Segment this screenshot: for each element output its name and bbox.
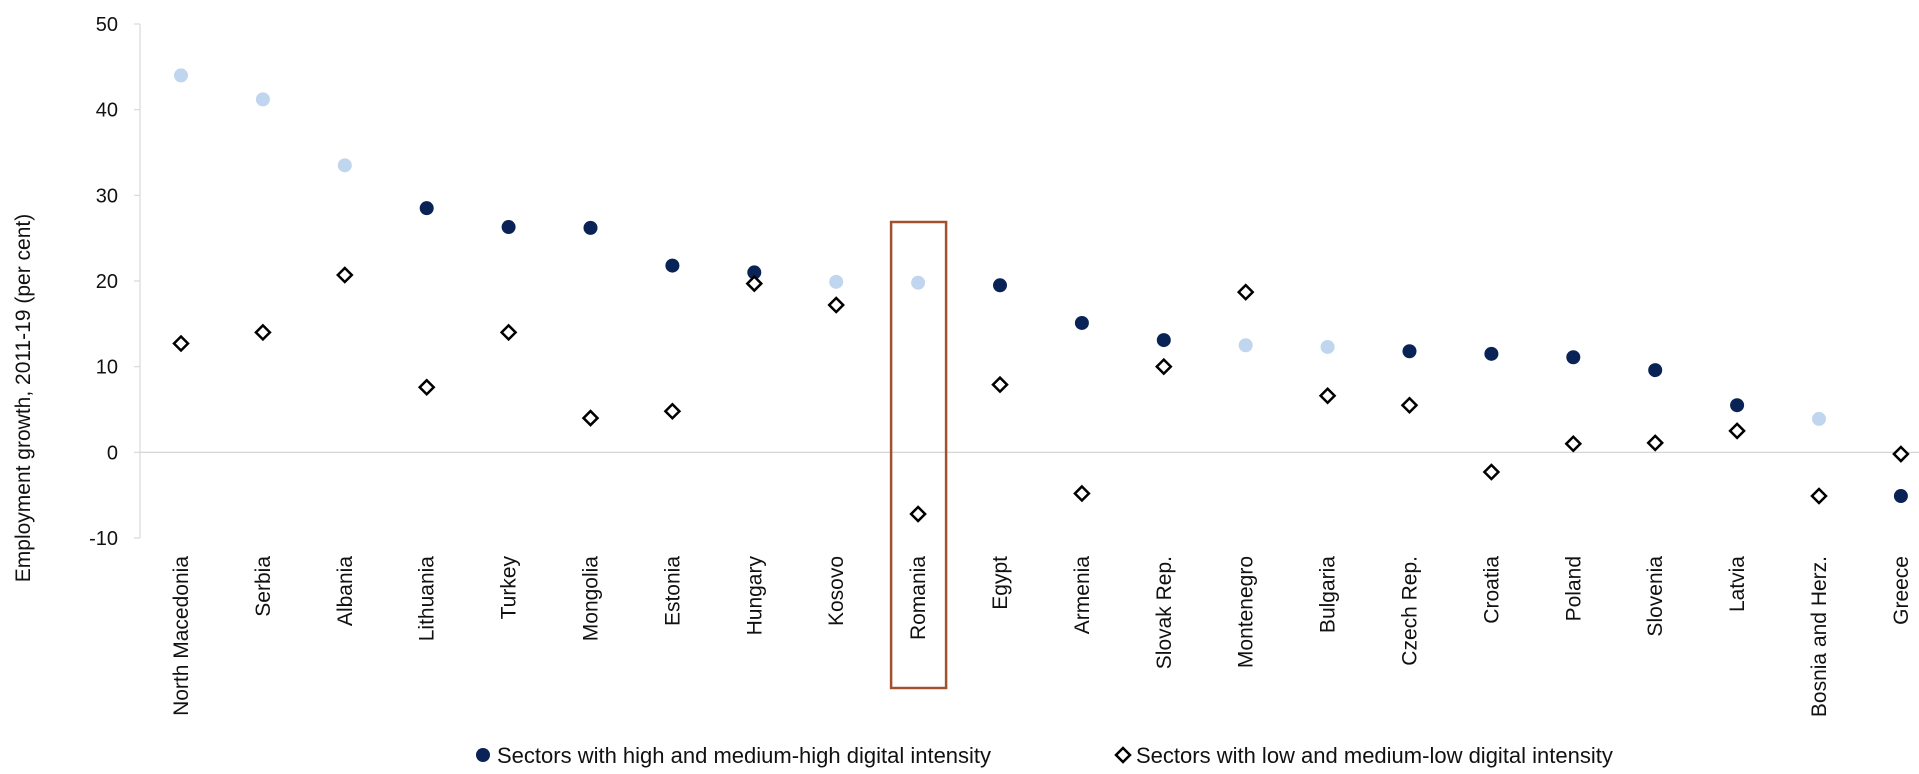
legend-marker-high — [476, 748, 490, 762]
low-digital-point — [1482, 463, 1501, 481]
low-digital-point — [1073, 484, 1091, 503]
marks-layer — [172, 68, 1910, 523]
category-label: Slovak Rep. — [1153, 556, 1176, 669]
high-digital-point — [829, 274, 844, 289]
high-digital-point — [174, 68, 188, 83]
category-label: Serbia — [252, 556, 275, 617]
high-digital-point — [1566, 350, 1581, 365]
low-digital-point — [745, 274, 764, 293]
low-digital-point — [991, 375, 1009, 394]
y-tick-label: 0 — [107, 442, 118, 464]
high-digital-point — [1320, 339, 1335, 354]
category-label: Montenegro — [1235, 556, 1258, 668]
low-digital-point — [1646, 434, 1664, 452]
category-label: Croatia — [1480, 556, 1503, 624]
high-digital-point — [911, 275, 926, 290]
low-digital-point — [499, 323, 518, 342]
low-digital-point — [1728, 422, 1746, 440]
category-label: Turkey — [498, 556, 521, 620]
category-label: Hungary — [743, 556, 766, 636]
low-digital-point — [827, 296, 845, 314]
low-digital-point — [1236, 283, 1255, 301]
category-label: Estonia — [661, 556, 684, 626]
low-digital-point — [172, 334, 190, 353]
low-digital-point — [1155, 357, 1173, 376]
category-label: Slovenia — [1644, 556, 1667, 637]
y-tick-label: 20 — [96, 271, 118, 293]
high-digital-point — [1648, 363, 1663, 378]
high-digital-point — [419, 201, 434, 216]
low-digital-point — [336, 266, 354, 284]
low-digital-point — [581, 409, 600, 427]
high-digital-point — [337, 158, 352, 173]
y-tick-label: -10 — [89, 528, 118, 550]
high-digital-point — [665, 258, 680, 273]
high-digital-point — [501, 220, 516, 235]
high-digital-point — [1812, 411, 1826, 426]
low-digital-point — [663, 402, 682, 420]
y-tick-label: 30 — [96, 185, 118, 207]
category-label: Romania — [907, 556, 930, 640]
high-digital-point — [993, 278, 1007, 293]
high-digital-point — [255, 92, 270, 107]
legend-label-low: Sectors with low and medium-low digital … — [1136, 743, 1613, 768]
category-label: Bulgaria — [1317, 556, 1340, 633]
y-tick-label: 10 — [96, 357, 118, 379]
y-axis-title: Employment growth, 2011-19 (per cent) — [12, 214, 35, 582]
category-label: Latvia — [1726, 556, 1749, 612]
category-label: North Macedonia — [170, 556, 193, 716]
high-digital-point — [1402, 344, 1417, 359]
category-label: Mongolia — [580, 556, 603, 642]
category-label: Poland — [1562, 556, 1585, 621]
high-digital-point — [1484, 346, 1499, 361]
y-tick-label: 40 — [96, 100, 118, 122]
highlight-box — [889, 220, 948, 690]
category-label: Lithuania — [416, 556, 439, 642]
y-tick-label: 50 — [96, 14, 118, 36]
high-digital-point — [747, 265, 762, 280]
high-digital-point — [583, 220, 598, 235]
high-digital-point — [1238, 338, 1253, 353]
low-digital-point — [1892, 445, 1910, 463]
legend: Sectors with high and medium-high digita… — [476, 743, 1613, 768]
low-digital-point — [1564, 434, 1583, 453]
low-digital-point — [254, 323, 272, 342]
category-label: Armenia — [1071, 556, 1094, 635]
low-digital-point — [417, 378, 436, 396]
category-label: Kosovo — [825, 556, 848, 626]
low-digital-point — [1810, 487, 1828, 505]
high-digital-point — [1893, 489, 1908, 504]
axis-layer: -10 0 10 20 30 40 50 — [89, 14, 1919, 550]
highlight-layer — [889, 220, 948, 690]
high-digital-point — [1156, 333, 1171, 348]
low-digital-point — [1400, 396, 1419, 414]
high-digital-point — [1074, 315, 1089, 330]
category-label: Bosnia and Herz. — [1808, 556, 1831, 717]
legend-label-high: Sectors with high and medium-high digita… — [497, 743, 991, 768]
category-label: Egypt — [989, 556, 1012, 610]
category-label: Czech Rep. — [1399, 556, 1422, 666]
category-label: Greece — [1890, 556, 1913, 625]
low-digital-point — [909, 505, 927, 523]
high-digital-point — [1730, 398, 1745, 413]
legend-marker-low — [1114, 746, 1132, 764]
low-digital-point — [1318, 387, 1337, 405]
label-layer: North Macedonia Serbia Albania Lithuania Tur… — [170, 556, 1913, 718]
category-label: Albania — [334, 556, 357, 626]
